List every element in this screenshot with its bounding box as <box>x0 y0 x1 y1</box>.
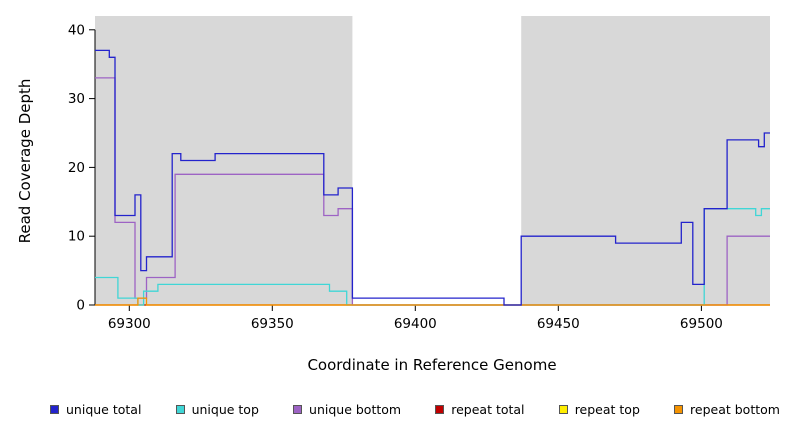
x-tick-label: 69350 <box>251 316 294 332</box>
y-tick-label: 0 <box>76 298 85 314</box>
series-unique-total <box>95 49 770 306</box>
shaded-region <box>521 16 770 305</box>
legend-item-unique-bottom: unique bottom <box>293 402 401 417</box>
legend-swatch <box>674 405 684 414</box>
legend-swatch <box>175 405 185 414</box>
x-tick-label: 69450 <box>537 316 580 332</box>
legend-swatch <box>293 405 303 414</box>
legend-swatch <box>558 405 568 414</box>
legend-label: unique bottom <box>309 402 402 417</box>
legend-label: repeat total <box>451 402 525 417</box>
legend: unique total unique top unique bottom repea… <box>50 402 780 417</box>
y-tick-label: 20 <box>68 160 85 176</box>
legend-item-unique-total: unique total <box>50 402 141 417</box>
x-axis-title: Coordinate in Reference Genome <box>307 356 556 374</box>
x-tick-label: 69500 <box>680 316 723 332</box>
y-tick-label: 30 <box>68 91 85 107</box>
y-axis-title: Read Coverage Depth <box>16 79 34 244</box>
legend-label: unique total <box>66 402 142 417</box>
legend-item-repeat-bottom: repeat bottom <box>674 402 780 417</box>
shaded-region <box>95 16 353 305</box>
y-tick-label: 40 <box>68 22 85 38</box>
legend-swatch <box>50 405 59 414</box>
series-repeat-bottom <box>95 297 770 306</box>
x-tick-label: 69400 <box>394 316 437 332</box>
legend-label: repeat top <box>574 402 640 417</box>
legend-label: unique top <box>191 402 259 417</box>
legend-item-repeat-top: repeat top <box>558 402 640 417</box>
y-tick-label: 10 <box>68 229 85 245</box>
legend-label: repeat bottom <box>690 402 780 417</box>
x-tick-label: 69300 <box>108 316 151 332</box>
legend-item-unique-top: unique top <box>175 402 259 417</box>
legend-swatch <box>435 405 445 414</box>
legend-item-repeat-total: repeat total <box>435 402 525 417</box>
